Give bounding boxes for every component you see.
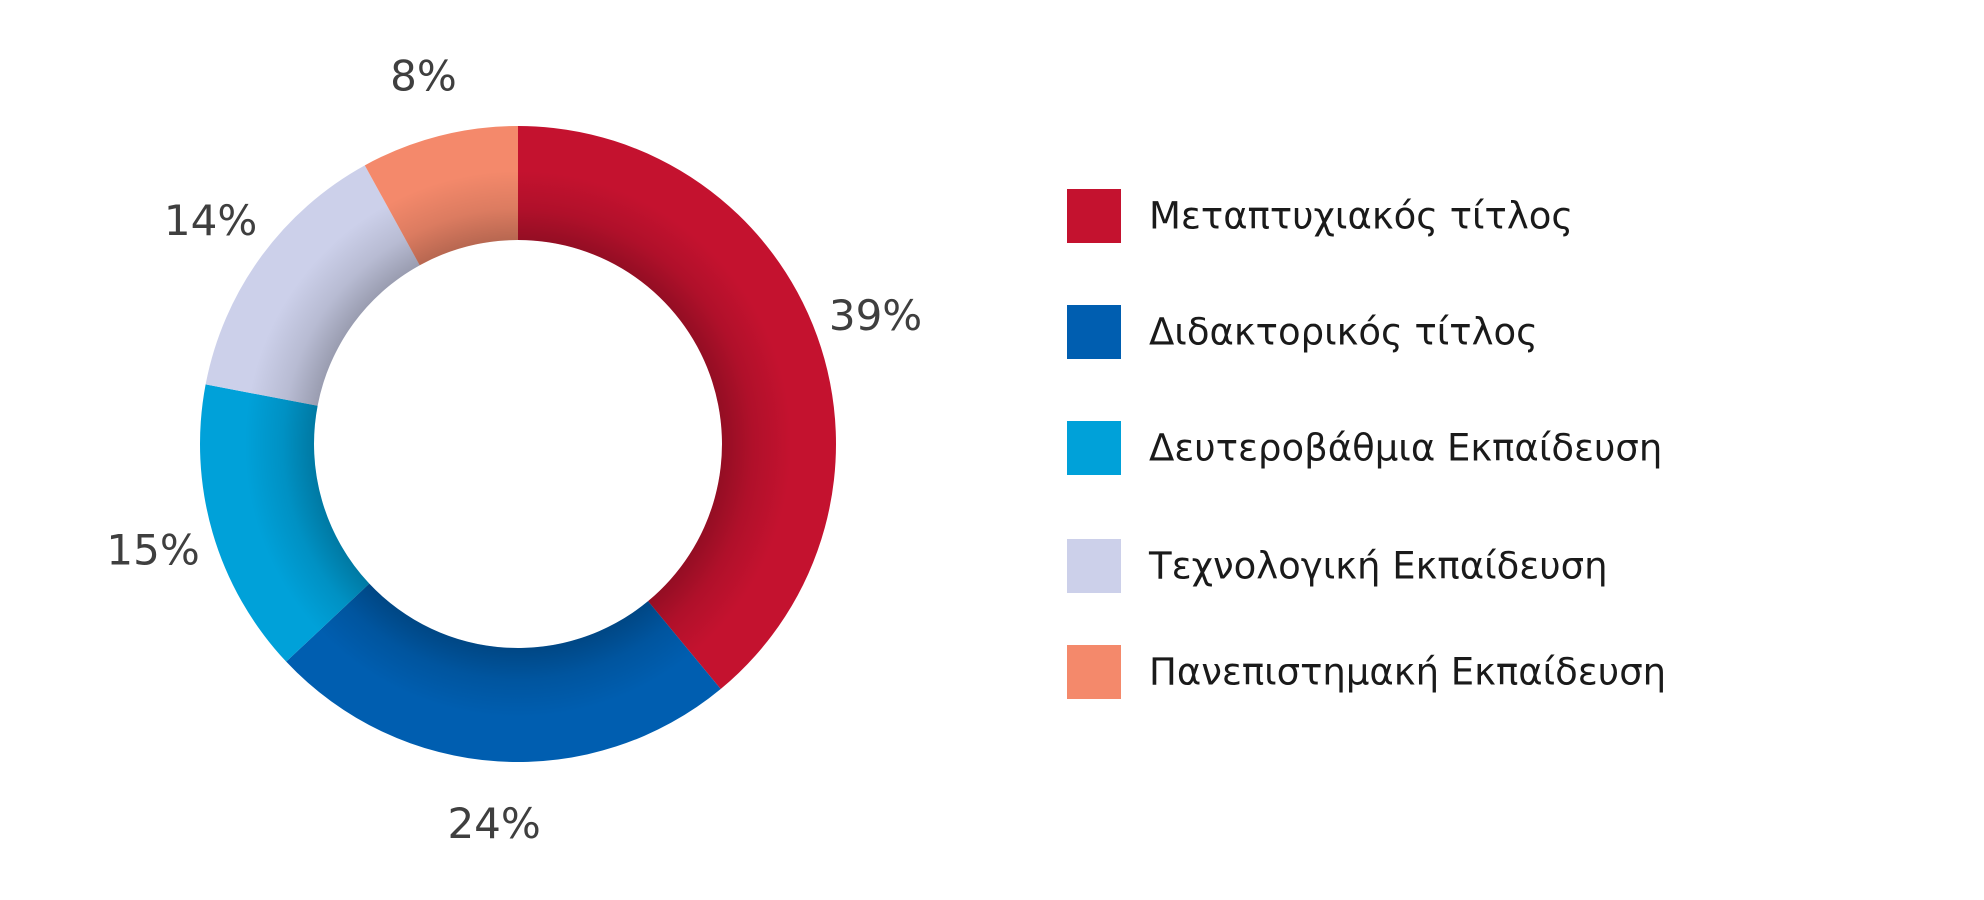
donut-shade-overlay [200,126,836,762]
legend-swatch-5 [1067,645,1121,699]
value-label-4: 14% [164,196,257,245]
value-labels: 39% 24% 15% 14% 8% [106,51,922,847]
legend: Μεταπτυχιακός τίτλος Διδακτορικός τίτλος Δ… [1067,189,1666,699]
value-label-3: 15% [106,526,199,575]
legend-label-5: Πανεπιστημακή Εκπαίδευση [1149,651,1666,694]
donut-inner-shade [200,126,836,762]
legend-label-2: Διδακτορικός τίτλος [1149,311,1538,354]
legend-swatch-3 [1067,421,1121,475]
legend-swatch-1 [1067,189,1121,243]
legend-label-1: Μεταπτυχιακός τίτλος [1149,195,1573,238]
legend-label-4: Τεχνολογική Εκπαίδευση [1148,545,1608,588]
legend-swatch-2 [1067,305,1121,359]
value-label-2: 24% [447,799,540,848]
legend-swatch-4 [1067,539,1121,593]
legend-label-3: Δευτεροβάθμια Εκπαίδευση [1149,427,1662,470]
value-label-5: 8% [390,51,457,100]
value-label-1: 39% [829,291,922,340]
